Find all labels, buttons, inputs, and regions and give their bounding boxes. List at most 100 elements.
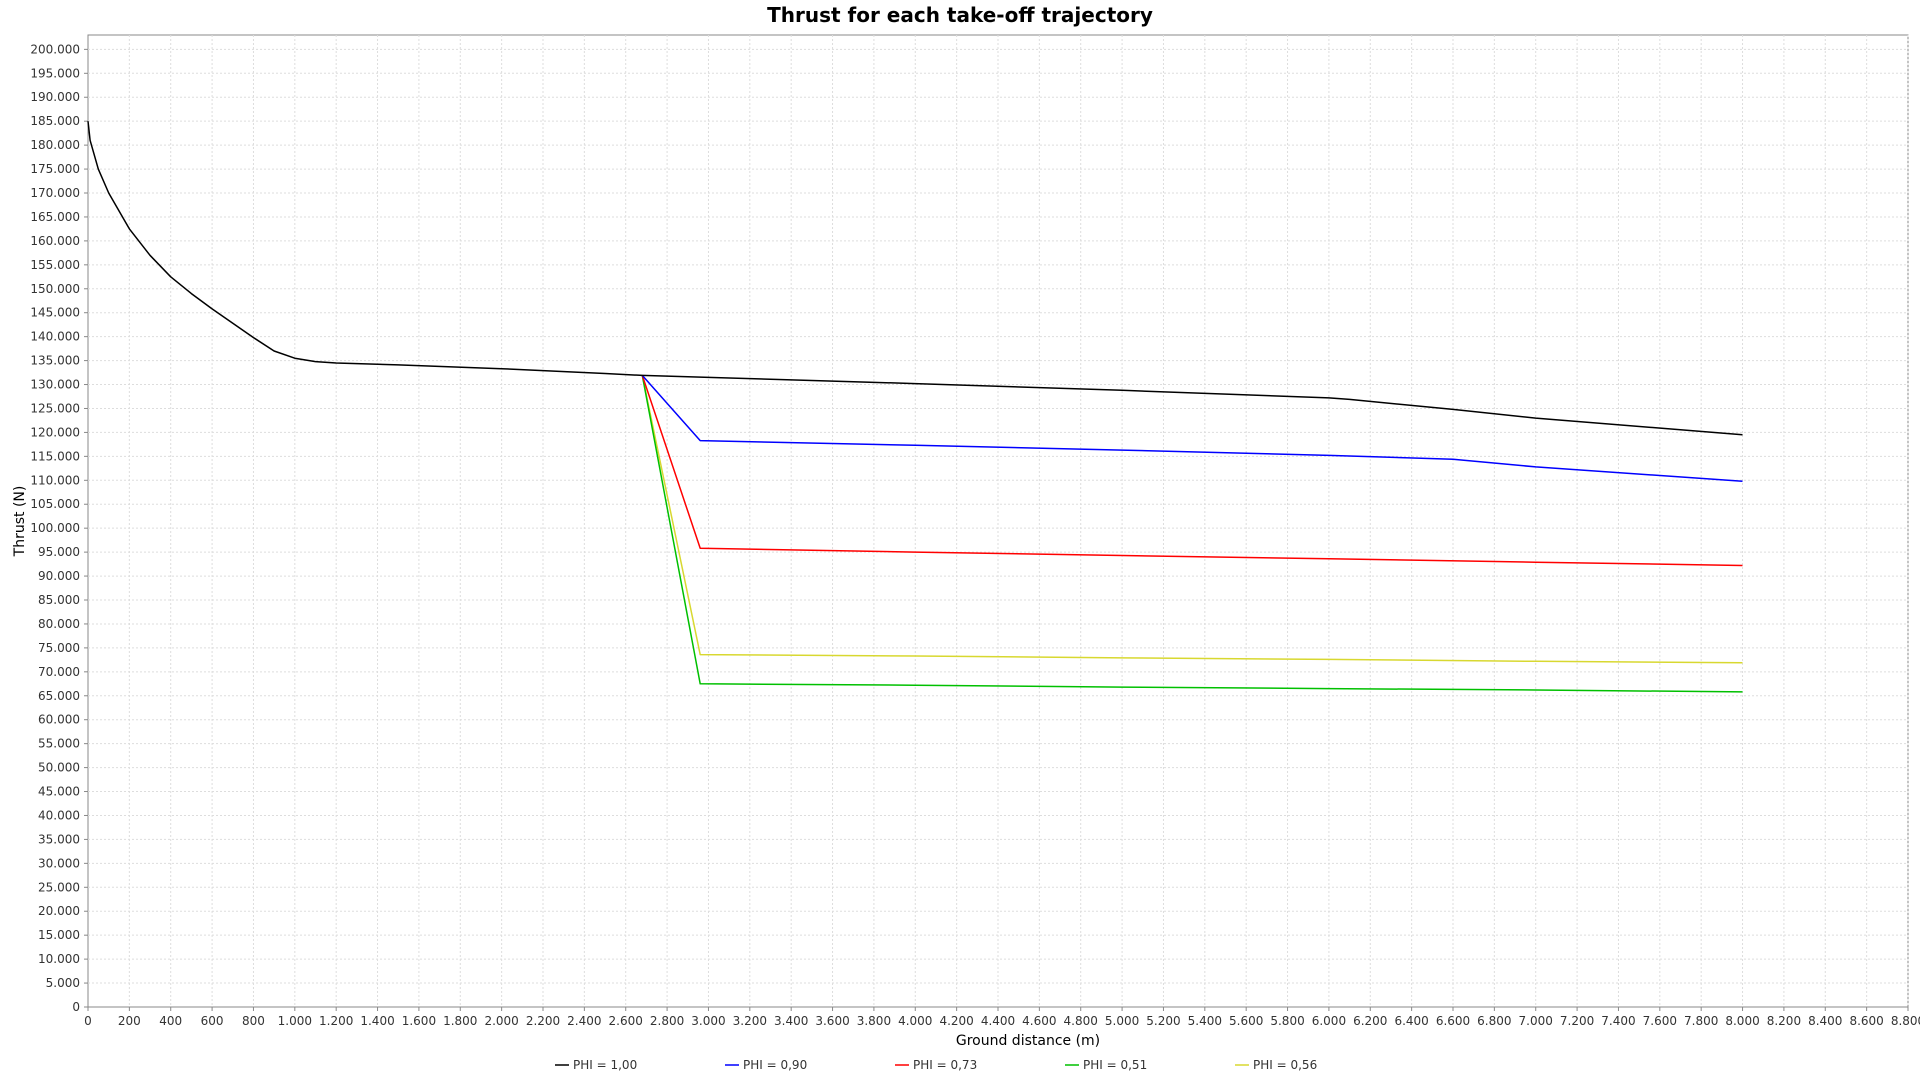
x-tick-label: 2.200	[526, 1014, 560, 1028]
x-tick-label: 7.600	[1643, 1014, 1677, 1028]
y-tick-label: 200.000	[30, 42, 80, 56]
x-tick-label: 2.800	[650, 1014, 684, 1028]
y-tick-label: 95.000	[38, 545, 80, 559]
y-tick-label: 45.000	[38, 785, 80, 799]
y-tick-label: 80.000	[38, 617, 80, 631]
y-tick-label: 145.000	[30, 306, 80, 320]
series-line	[87, 121, 1743, 436]
y-tick-label: 25.000	[38, 880, 80, 894]
x-tick-label: 5.000	[1105, 1014, 1139, 1028]
y-tick-label: 15.000	[38, 928, 80, 942]
legend-item-label: PHI = 0,51	[1083, 1058, 1147, 1072]
x-tick-label: 6.600	[1436, 1014, 1470, 1028]
y-tick-label: 195.000	[30, 66, 80, 80]
x-tick-label: 3.000	[691, 1014, 725, 1028]
y-tick-label: 170.000	[30, 186, 80, 200]
y-tick-label: 165.000	[30, 210, 80, 224]
x-tick-label: 8.800	[1891, 1014, 1920, 1028]
x-tick-label: 8.600	[1849, 1014, 1883, 1028]
x-tick-label: 8.000	[1725, 1014, 1759, 1028]
x-tick-label: 4.400	[981, 1014, 1015, 1028]
x-tick-label: 600	[201, 1014, 224, 1028]
y-tick-label: 125.000	[30, 401, 80, 415]
series-line	[641, 374, 1743, 483]
x-tick-label: 3.800	[857, 1014, 891, 1028]
y-tick-label: 130.000	[30, 378, 80, 392]
x-tick-label: 6.000	[1312, 1014, 1346, 1028]
x-tick-label: 6.800	[1477, 1014, 1511, 1028]
x-tick-label: 6.200	[1353, 1014, 1387, 1028]
y-tick-label: 175.000	[30, 162, 80, 176]
y-tick-label: 0	[72, 1000, 80, 1014]
x-tick-label: 3.400	[774, 1014, 808, 1028]
x-tick-label: 2.400	[567, 1014, 601, 1028]
y-tick-label: 20.000	[38, 904, 80, 918]
x-tick-label: 1.400	[360, 1014, 394, 1028]
x-tick-label: 2.600	[609, 1014, 643, 1028]
legend-item-label: PHI = 0,56	[1253, 1058, 1317, 1072]
y-tick-label: 10.000	[38, 952, 80, 966]
x-tick-label: 200	[118, 1014, 141, 1028]
series-line	[641, 375, 1743, 664]
x-tick-label: 400	[159, 1014, 182, 1028]
x-tick-label: 6.400	[1394, 1014, 1428, 1028]
x-tick-label: 1.000	[278, 1014, 312, 1028]
x-tick-label: 0	[84, 1014, 92, 1028]
y-tick-label: 85.000	[38, 593, 80, 607]
y-tick-label: 55.000	[38, 737, 80, 751]
y-tick-label: 100.000	[30, 521, 80, 535]
x-tick-label: 7.400	[1601, 1014, 1635, 1028]
y-tick-label: 75.000	[38, 641, 80, 655]
y-tick-label: 35.000	[38, 832, 80, 846]
y-axis-label: Thrust (N)	[12, 486, 28, 558]
y-tick-label: 105.000	[30, 497, 80, 511]
y-tick-label: 140.000	[30, 330, 80, 344]
x-tick-label: 8.200	[1767, 1014, 1801, 1028]
x-tick-label: 8.400	[1808, 1014, 1842, 1028]
x-tick-label: 5.800	[1270, 1014, 1304, 1028]
x-tick-label: 7.000	[1519, 1014, 1553, 1028]
y-tick-label: 50.000	[38, 761, 80, 775]
x-tick-label: 1.200	[319, 1014, 353, 1028]
legend-item-label: PHI = 0,73	[913, 1058, 977, 1072]
y-tick-label: 160.000	[30, 234, 80, 248]
series-line	[641, 375, 1743, 567]
x-tick-label: 5.600	[1229, 1014, 1263, 1028]
x-tick-label: 4.800	[1064, 1014, 1098, 1028]
x-tick-label: 3.200	[733, 1014, 767, 1028]
series-line	[641, 375, 1743, 693]
y-tick-label: 115.000	[30, 449, 80, 463]
y-tick-label: 65.000	[38, 689, 80, 703]
legend-item-label: PHI = 0,90	[743, 1058, 807, 1072]
y-tick-label: 135.000	[30, 354, 80, 368]
chart-title: Thrust for each take-off trajectory	[767, 3, 1153, 27]
y-tick-label: 190.000	[30, 90, 80, 104]
y-tick-label: 70.000	[38, 665, 80, 679]
x-tick-label: 7.800	[1684, 1014, 1718, 1028]
y-tick-label: 185.000	[30, 114, 80, 128]
y-tick-label: 155.000	[30, 258, 80, 272]
x-tick-label: 5.400	[1188, 1014, 1222, 1028]
y-tick-label: 110.000	[30, 473, 80, 487]
x-tick-label: 1.600	[402, 1014, 436, 1028]
x-tick-label: 4.200	[939, 1014, 973, 1028]
x-tick-label: 7.200	[1560, 1014, 1594, 1028]
y-tick-label: 5.000	[46, 976, 80, 990]
y-tick-label: 40.000	[38, 808, 80, 822]
x-tick-label: 4.000	[898, 1014, 932, 1028]
y-tick-label: 120.000	[30, 425, 80, 439]
y-tick-label: 150.000	[30, 282, 80, 296]
x-tick-label: 3.600	[815, 1014, 849, 1028]
x-axis-label: Ground distance (m)	[956, 1033, 1100, 1049]
x-tick-label: 1.800	[443, 1014, 477, 1028]
x-tick-label: 4.600	[1022, 1014, 1056, 1028]
x-tick-label: 800	[242, 1014, 265, 1028]
y-tick-label: 60.000	[38, 713, 80, 727]
legend-item-label: PHI = 1,00	[573, 1058, 637, 1072]
y-tick-label: 30.000	[38, 856, 80, 870]
y-tick-label: 180.000	[30, 138, 80, 152]
x-tick-label: 2.000	[484, 1014, 518, 1028]
y-tick-label: 90.000	[38, 569, 80, 583]
